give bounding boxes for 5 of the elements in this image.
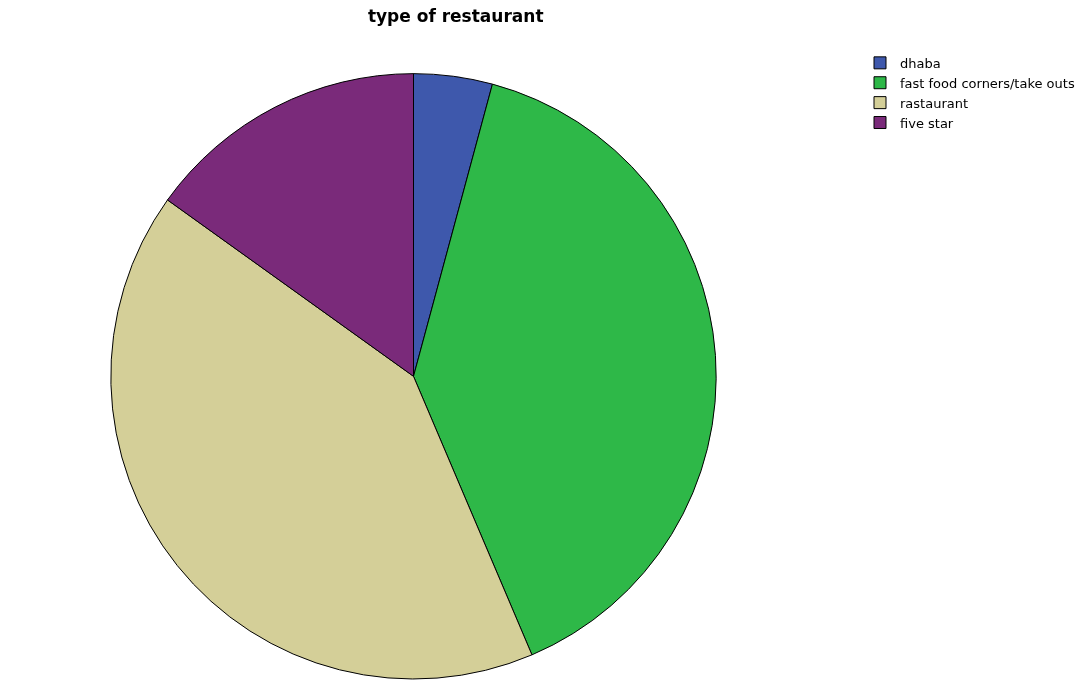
chart-title: type of restaurant (367, 6, 544, 27)
legend-label: dhaba (900, 55, 941, 71)
legend-label: five star (900, 115, 954, 131)
legend-label: rastaurant (900, 95, 969, 111)
legend-label: fast food corners/take outs (900, 75, 1075, 91)
